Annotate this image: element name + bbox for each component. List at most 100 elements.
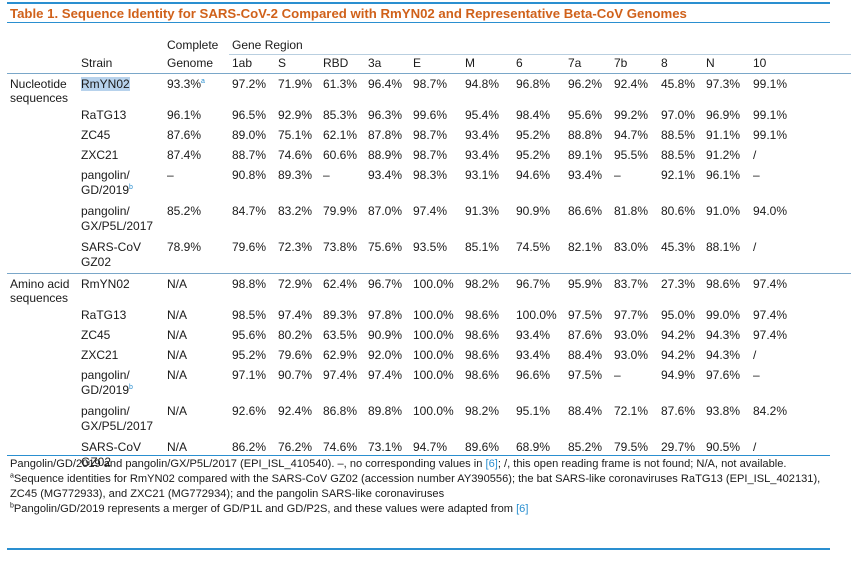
identity-cell: 99.0% xyxy=(706,308,741,322)
identity-cell: 93.0% xyxy=(614,348,649,362)
gene-header: 1ab xyxy=(229,54,275,74)
strain-cell: ZXC21 xyxy=(81,348,119,362)
title-rule xyxy=(7,22,830,23)
gene-header: 7b xyxy=(611,54,658,74)
identity-cell: 92.1% xyxy=(661,168,696,182)
identity-cell: 96.7% xyxy=(365,273,410,305)
identity-cell: 94.7% xyxy=(413,440,448,454)
identity-cell: 88.1% xyxy=(706,240,741,254)
identity-cell: 94.6% xyxy=(516,168,551,182)
identity-cell: 79.5% xyxy=(614,440,649,454)
identity-cell: 98.7% xyxy=(413,77,448,91)
identity-cell: 29.7% xyxy=(661,440,696,454)
identity-cell: – xyxy=(614,168,621,182)
gene-header: 8 xyxy=(658,54,703,74)
identity-cell: 89.8% xyxy=(368,404,403,418)
strain-cell: SARS-CoV GZ02 xyxy=(81,240,142,269)
identity-cell: 100.0% xyxy=(516,308,557,322)
identity-cell: 90.8% xyxy=(232,168,267,182)
identity-cell: 72.9% xyxy=(275,273,320,305)
identity-cell: 89.3% xyxy=(278,168,313,182)
identity-cell: 87.6% xyxy=(568,328,603,342)
reference-link[interactable]: [6] xyxy=(516,503,529,515)
identity-cell: 93.4% xyxy=(368,168,403,182)
table-row: Nucleotide sequences RmYN02 93.3%a 97.2% 71.… xyxy=(7,74,851,106)
identity-cell: 80.6% xyxy=(661,204,696,218)
identity-cell: 97.4% xyxy=(368,368,403,382)
identity-cell: 95.9% xyxy=(565,273,611,305)
sequence-type-label: Nucleotide sequences xyxy=(10,77,69,105)
identity-cell: 100.0% xyxy=(413,404,454,418)
identity-cell: 75.6% xyxy=(368,240,403,254)
bottom-rule xyxy=(7,548,830,550)
sequence-identity-table: Complete Gene Region Strain Genome 1ab S R… xyxy=(7,38,851,473)
identity-cell: 92.4% xyxy=(278,404,313,418)
gene-region-header: Gene Region xyxy=(229,38,851,55)
identity-cell: 82.1% xyxy=(568,240,603,254)
identity-cell: 100.0% xyxy=(413,328,454,342)
strain-cell: pangolin/ GD/2019b xyxy=(81,168,133,197)
strain-cell: pangolin/ GD/2019b xyxy=(81,368,133,397)
identity-cell: 98.4% xyxy=(516,108,551,122)
identity-cell: 93.4% xyxy=(516,328,551,342)
strain-cell: RaTG13 xyxy=(81,308,127,322)
identity-cell: 88.9% xyxy=(368,148,403,162)
identity-cell: 79.9% xyxy=(323,204,358,218)
identity-cell: 60.6% xyxy=(323,148,358,162)
strain-cell: pangolin/ GX/P5L/2017 xyxy=(81,204,154,233)
footnote-general: Pangolin/GD/2019 and pangolin/GX/P5L/201… xyxy=(10,458,787,470)
complete-genome-header-line2: Genome xyxy=(164,54,229,74)
table-row: pangolin/ GD/2019b N/A 97.1% 90.7% 97.4% 97.4… xyxy=(7,365,851,401)
complete-genome-cell: 85.2% xyxy=(167,204,202,218)
identity-cell: 68.9% xyxy=(516,440,551,454)
identity-cell: 96.2% xyxy=(568,77,603,91)
top-rule xyxy=(7,2,830,4)
identity-cell: 95.1% xyxy=(516,404,551,418)
identity-cell: 98.6% xyxy=(465,348,500,362)
identity-cell: 95.6% xyxy=(568,108,603,122)
table-body: Nucleotide sequences RmYN02 93.3%a 97.2% 71.… xyxy=(7,74,851,474)
reference-link[interactable]: [6] xyxy=(485,458,498,470)
identity-cell: 74.5% xyxy=(516,240,551,254)
identity-cell: 93.4% xyxy=(465,128,500,142)
identity-cell: 62.4% xyxy=(320,273,365,305)
gene-header: 6 xyxy=(513,54,565,74)
identity-cell: 89.6% xyxy=(465,440,500,454)
sequence-type-label: Amino acid sequences xyxy=(7,273,78,305)
identity-cell: 93.8% xyxy=(706,404,741,418)
identity-cell: 97.4% xyxy=(278,308,313,322)
table-row: ZC45 N/A 95.6% 80.2% 63.5% 90.9% 100.0% 98.6% 93… xyxy=(7,325,851,345)
identity-cell: 94.0% xyxy=(753,204,788,218)
identity-cell: 93.5% xyxy=(413,240,448,254)
identity-cell: 92.6% xyxy=(232,404,267,418)
identity-cell: 86.2% xyxy=(232,440,267,454)
gene-header: 3a xyxy=(365,54,410,74)
table-row: SARS-CoV GZ02 78.9% 79.6% 72.3% 73.8% 75.6% 93… xyxy=(7,237,851,274)
identity-cell: 88.5% xyxy=(661,128,696,142)
gene-header: M xyxy=(462,54,513,74)
identity-cell: 87.6% xyxy=(661,404,696,418)
identity-cell: 95.2% xyxy=(516,148,551,162)
gene-header: N xyxy=(703,54,750,74)
strain-cell: ZXC21 xyxy=(81,148,119,162)
identity-cell: 95.6% xyxy=(232,328,267,342)
identity-cell: 86.8% xyxy=(323,404,358,418)
identity-cell: 97.0% xyxy=(661,108,696,122)
strain-cell: RaTG13 xyxy=(81,108,127,122)
identity-cell: 84.2% xyxy=(753,404,788,418)
identity-cell: 95.2% xyxy=(516,128,551,142)
identity-cell: 89.0% xyxy=(232,128,267,142)
gene-header: 7a xyxy=(565,54,611,74)
table-row: ZC45 87.6% 89.0% 75.1% 62.1% 87.8% 98.7% 93.4% 9… xyxy=(7,125,851,145)
strain-cell: pangolin/ GX/P5L/2017 xyxy=(81,404,154,433)
identity-cell: 94.9% xyxy=(661,368,696,382)
identity-cell: 63.5% xyxy=(323,328,358,342)
strain-cell: ZC45 xyxy=(81,328,111,342)
table-bottom-rule xyxy=(7,455,830,456)
identity-cell: 97.1% xyxy=(232,368,267,382)
identity-cell: 75.1% xyxy=(278,128,313,142)
identity-cell: 98.3% xyxy=(413,168,448,182)
identity-cell: 92.9% xyxy=(278,108,313,122)
highlighted-strain: RmYN02 xyxy=(81,77,130,91)
identity-cell: 83.2% xyxy=(278,204,313,218)
